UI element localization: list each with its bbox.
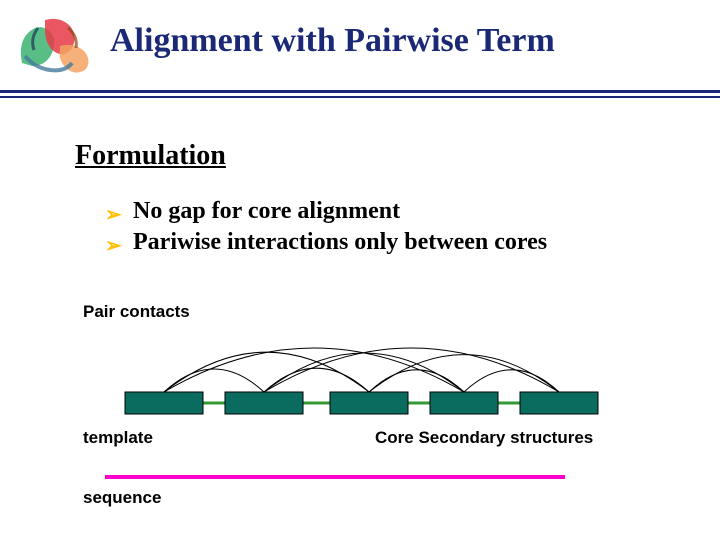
bullet-arrow-icon: ➢ — [105, 233, 122, 258]
alignment-diagram: Pair contacts template Core Secondary st… — [70, 280, 650, 500]
page-title: Alignment with Pairwise Term — [110, 22, 555, 60]
sequence-line — [105, 475, 565, 479]
protein-structure-icon — [10, 8, 100, 83]
core-structures-label: Core Secondary structures — [375, 428, 593, 448]
header: Alignment with Pairwise Term — [0, 0, 720, 95]
bullet-arrow-icon: ➢ — [105, 202, 122, 227]
bullet-text: Pariwise interactions only between cores — [133, 229, 547, 255]
bullet-item: ➢ Pariwise interactions only between cor… — [105, 229, 547, 256]
bullet-item: ➢ No gap for core alignment — [105, 198, 547, 225]
template-label: template — [83, 428, 153, 448]
bullet-text: No gap for core alignment — [133, 198, 400, 224]
section-subtitle: Formulation — [75, 140, 226, 172]
sequence-label: sequence — [83, 488, 161, 508]
header-divider — [0, 90, 720, 98]
diagram-svg — [70, 280, 650, 480]
bullet-list: ➢ No gap for core alignment ➢ Pariwise i… — [105, 198, 547, 260]
